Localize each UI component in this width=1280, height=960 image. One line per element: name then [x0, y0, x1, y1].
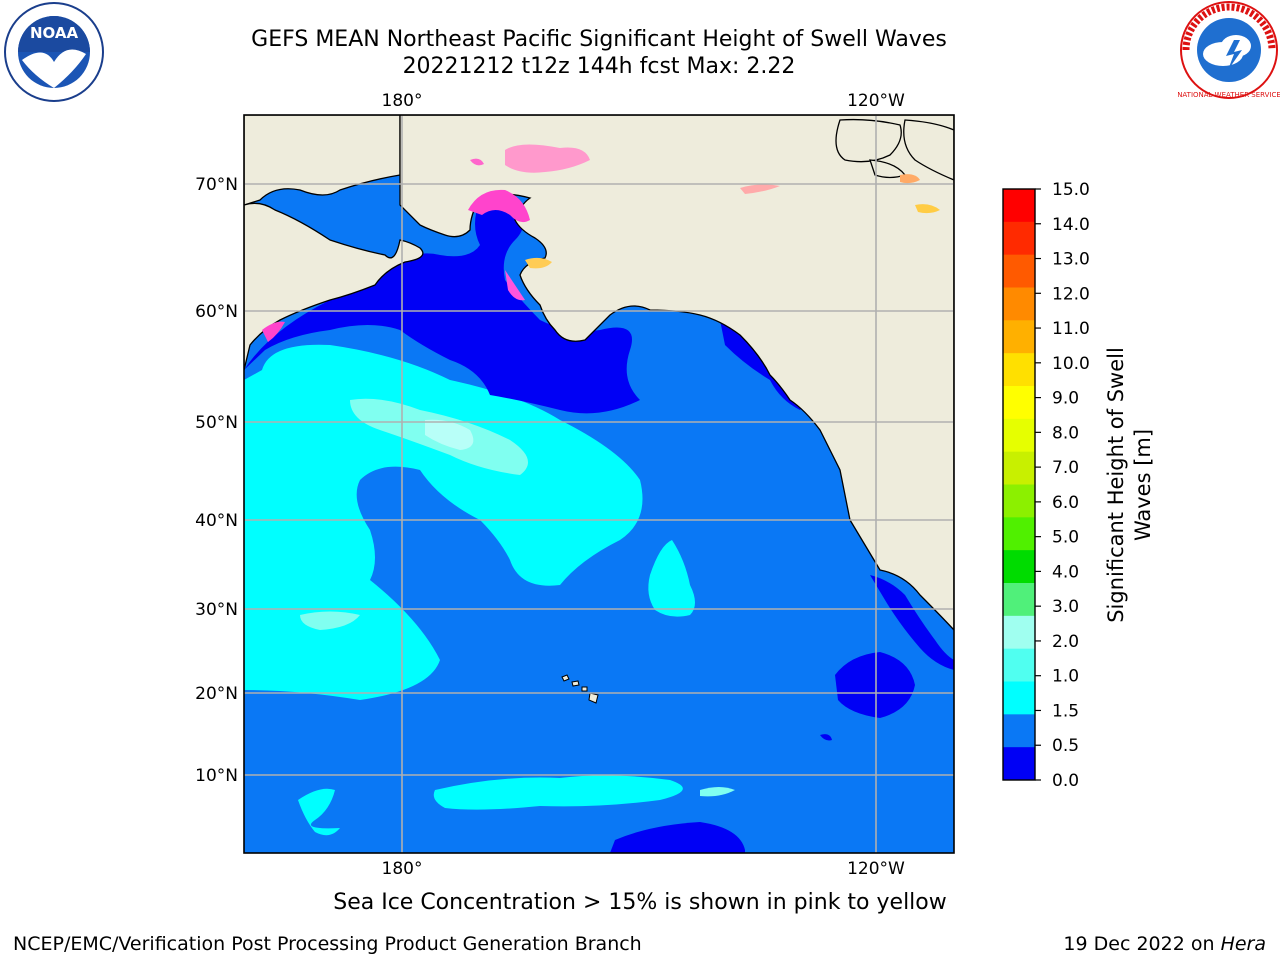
colorbar-cell	[1003, 648, 1035, 682]
colorbar-cell	[1003, 517, 1035, 551]
generation-date: 19 Dec 2022 on Hera	[1063, 933, 1266, 955]
colorbar-tick-label: 4.0	[1052, 562, 1079, 582]
colorbar-tick-label: 10.0	[1052, 354, 1090, 374]
colorbar-tick-label: 11.0	[1052, 319, 1090, 339]
lat-label-20n: 20°N	[195, 684, 238, 704]
nws-logo-text: NATIONAL WEATHER SERVICE	[1178, 91, 1280, 99]
colorbar-tick-label: 9.0	[1052, 389, 1079, 409]
organization-credit: NCEP/EMC/Verification Post Processing Pr…	[13, 933, 642, 955]
colorbar-tick-label: 12.0	[1052, 284, 1090, 304]
colorbar-cell	[1003, 386, 1035, 420]
colorbar-ticks: 15.0 14.0 13.0 12.0 11.0 10.0 9.0 8.0 7.0 6.0 5.0 4…	[1035, 180, 1090, 791]
colorbar-tick-label: 0.5	[1052, 736, 1079, 756]
noaa-logo: NOAA	[4, 2, 104, 102]
lon-top-label-120w: 120°W	[847, 91, 905, 111]
colorbar-cell	[1003, 320, 1035, 354]
colorbar-tick-label: 8.0	[1052, 423, 1079, 443]
lat-label-10n: 10°N	[195, 766, 238, 786]
colorbar-tick-label: 1.5	[1052, 701, 1079, 721]
sea-ice-note: Sea Ice Concentration > 15% is shown in …	[333, 890, 947, 915]
nws-logo: NATIONAL WEATHER SERVICE	[1178, 1, 1280, 99]
colorbar-tick-label: 14.0	[1052, 215, 1090, 235]
colorbar-cell	[1003, 550, 1035, 584]
colorbar-cell	[1003, 451, 1035, 485]
colorbar-tick-label: 7.0	[1052, 458, 1079, 478]
sea-ice	[262, 144, 940, 342]
colorbar-cell	[1003, 287, 1035, 321]
colorbar-label-line2: Waves [m]	[1131, 429, 1155, 541]
colorbar-cell	[1003, 681, 1035, 715]
land	[244, 115, 954, 631]
colorbar-tick-label: 3.0	[1052, 597, 1079, 617]
colorbar-tick-label: 0.0	[1052, 771, 1079, 791]
colorbar-label: Significant Height of Swell Waves [m]	[1104, 347, 1155, 623]
colorbar-tick-label: 1.0	[1052, 667, 1079, 687]
lat-label-60n: 60°N	[195, 302, 238, 322]
lon-bottom-label-180: 180°	[382, 859, 423, 879]
noaa-logo-text: NOAA	[30, 24, 79, 42]
colorbar-cell	[1003, 747, 1035, 781]
colorbar-label-line1: Significant Height of Swell	[1104, 347, 1128, 623]
hawaii-islands	[561, 674, 599, 704]
colorbar-tick-label: 6.0	[1052, 493, 1079, 513]
colorbar-cell	[1003, 418, 1035, 453]
generation-date-text: 19 Dec 2022 on	[1063, 933, 1215, 955]
colorbar-tick-label: 13.0	[1052, 250, 1090, 270]
map-area	[244, 115, 954, 853]
colorbar	[1003, 189, 1035, 781]
colorbar-cell	[1003, 583, 1035, 617]
colorbar-cell	[1003, 353, 1035, 387]
lat-label-70n: 70°N	[195, 175, 238, 195]
colorbar-cell	[1003, 615, 1035, 650]
lon-bottom-label-120w: 120°W	[847, 859, 905, 879]
swell-1-0-to-1-5-region	[244, 344, 695, 836]
swell-2-0-to-2-5-region	[425, 419, 474, 450]
title-line-1: GEFS MEAN Northeast Pacific Significant …	[251, 27, 947, 52]
map-frame	[243, 114, 955, 854]
machine-name: Hera	[1220, 933, 1266, 955]
colorbar-cell	[1003, 254, 1035, 288]
lat-label-50n: 50°N	[195, 413, 238, 433]
graticule	[244, 115, 954, 853]
colorbar-tick-label: 2.0	[1052, 632, 1079, 652]
lat-label-30n: 30°N	[195, 600, 238, 620]
title-line-2: 20221212 t12z 144h fcst Max: 2.22	[402, 54, 796, 79]
lat-label-40n: 40°N	[195, 511, 238, 531]
colorbar-tick-label: 5.0	[1052, 528, 1079, 548]
lon-top-label-180: 180°	[382, 91, 423, 111]
colorbar-cell	[1003, 221, 1035, 256]
colorbar-cell	[1003, 484, 1035, 518]
colorbar-cell	[1003, 714, 1035, 748]
colorbar-frame	[1002, 188, 1036, 781]
colorbar-cell	[1003, 189, 1035, 223]
colorbar-tick-label: 15.0	[1052, 180, 1090, 200]
